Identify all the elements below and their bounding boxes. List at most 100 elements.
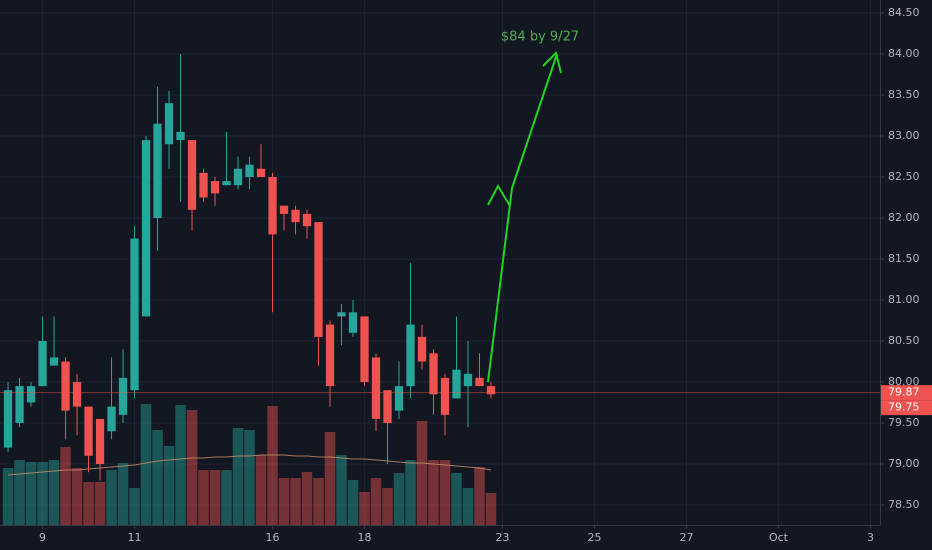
candle-body <box>417 336 427 362</box>
volume-bar <box>370 478 382 525</box>
candle-body <box>38 341 47 387</box>
x-tick-label: Oct <box>769 531 789 544</box>
x-tick-label: 27 <box>679 531 693 544</box>
candle-body <box>360 316 369 382</box>
arrow-lower-head <box>487 183 511 207</box>
candle-body <box>383 390 392 423</box>
candle-body <box>256 168 266 177</box>
volume-bar <box>83 482 94 525</box>
volume-bar <box>278 478 290 525</box>
volume-bar <box>117 463 129 525</box>
candle-body <box>268 177 277 235</box>
volume-bar <box>209 470 221 525</box>
candle-body <box>3 390 13 448</box>
volume-bar <box>244 430 255 525</box>
arrow-upper <box>511 53 558 189</box>
volume-bar <box>347 480 359 525</box>
volume-bar <box>106 470 117 525</box>
volume-bar <box>152 430 163 525</box>
volume-bar <box>313 478 324 525</box>
y-tick-label: 80.50 <box>888 334 920 347</box>
x-tick-label: 11 <box>128 531 142 544</box>
candle-body <box>394 386 404 411</box>
candle-body <box>15 386 24 423</box>
volume-bar <box>416 421 428 525</box>
x-tick-label: 9 <box>39 531 46 544</box>
y-tick-label: 84.00 <box>888 47 920 60</box>
volume-bar <box>359 492 370 525</box>
volume-bar <box>60 447 71 525</box>
y-tick-label: 78.50 <box>888 498 920 511</box>
candles <box>0 54 880 481</box>
volume-bar <box>393 473 405 525</box>
volume-bar <box>129 488 140 525</box>
volume-bar <box>175 405 186 525</box>
candle-body <box>107 406 116 432</box>
candle-body <box>210 181 220 194</box>
volume-bar <box>163 446 175 525</box>
y-tick-label: 83.50 <box>888 88 920 101</box>
y-tick-label: 79.50 <box>888 416 920 429</box>
candle-body <box>187 140 197 210</box>
candle-body <box>291 209 300 223</box>
candle-body <box>406 324 415 387</box>
axes: 78.50 79.00 79.50 80.00 80.50 81.00 81.50 82.00… <box>39 6 932 544</box>
annotation: $84 by 9/27 <box>501 30 579 45</box>
arrow-upper-head <box>542 51 562 74</box>
candle-body <box>463 373 473 387</box>
volume-bar <box>405 460 416 525</box>
candle-body <box>429 353 438 395</box>
y-tick-label: 81.00 <box>888 293 920 306</box>
volume-bar <box>94 482 106 525</box>
volume-bar <box>255 455 267 525</box>
volume-bar <box>25 462 37 525</box>
x-tick-label: 25 <box>587 531 601 544</box>
candle-body <box>49 357 59 366</box>
volume-bar <box>267 406 278 525</box>
candle-body <box>222 181 231 186</box>
x-tick-label: 23 <box>495 531 509 544</box>
volume-bar <box>462 488 474 525</box>
price-label-box <box>881 400 932 416</box>
volume-bar <box>2 468 14 525</box>
candle-body <box>84 406 93 456</box>
candle-body <box>164 103 174 145</box>
price-label: 79.87 <box>888 386 920 399</box>
x-tick-label: 3 <box>867 531 874 544</box>
volume-pane <box>2 404 497 525</box>
volume-bar <box>198 470 209 525</box>
y-tick-label: 84.50 <box>888 6 920 19</box>
volume-bar <box>290 478 301 525</box>
y-tick-label: 80.00 <box>888 375 920 388</box>
volume-bar <box>439 460 451 525</box>
candle-body <box>245 164 254 177</box>
y-tick-label: 82.00 <box>888 211 920 224</box>
y-tick-label: 81.50 <box>888 252 920 265</box>
volume-bar <box>186 410 198 525</box>
volume-bar <box>301 472 313 525</box>
volume-bar <box>14 460 25 525</box>
price-label-box <box>881 385 932 401</box>
candle-body <box>141 140 151 317</box>
candle-body <box>452 369 461 399</box>
candle-body <box>325 324 335 387</box>
volume-bar <box>221 470 232 525</box>
candle-body <box>475 377 484 387</box>
x-tick-label: 16 <box>266 531 280 544</box>
candle-body <box>440 377 450 415</box>
candle-body <box>337 312 346 317</box>
candle-body <box>72 382 82 407</box>
arrow-lower <box>487 187 513 383</box>
volume-bar <box>428 460 439 525</box>
volume-bar <box>382 488 393 525</box>
y-tick-label: 79.00 <box>888 457 920 470</box>
candle-body <box>302 213 312 227</box>
y-tick-label: 82.50 <box>888 170 920 183</box>
volume-bar <box>37 462 48 525</box>
candle-body <box>486 386 496 395</box>
volume-bar <box>336 455 347 525</box>
candle-body <box>130 238 139 391</box>
volume-bar <box>48 460 60 525</box>
